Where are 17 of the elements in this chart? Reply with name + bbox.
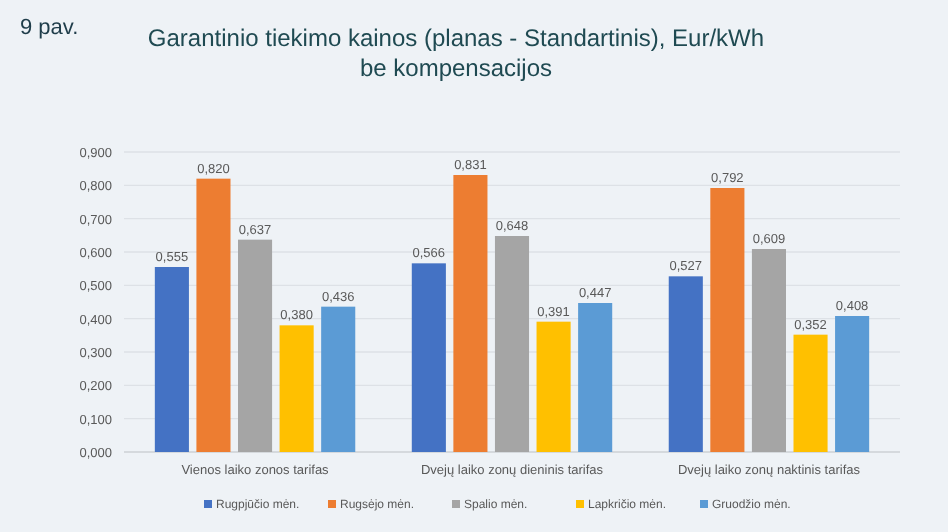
bar <box>411 263 446 452</box>
bar <box>279 325 314 452</box>
chart-title: Garantinio tiekimo kainos (planas - Standartinis), Eur/kWh be kompensacijos <box>147 24 765 82</box>
text: 9 pav. <box>20 16 79 40</box>
bar <box>835 316 870 452</box>
bar <box>196 178 231 452</box>
bar <box>238 239 273 452</box>
bar <box>751 249 786 452</box>
bar <box>578 303 613 452</box>
bar <box>321 306 356 452</box>
bar <box>668 276 703 452</box>
bar <box>453 175 488 452</box>
bar <box>154 267 189 452</box>
bar <box>536 321 571 452</box>
bar <box>793 334 828 452</box>
bar <box>710 188 745 452</box>
bar <box>494 236 530 452</box>
